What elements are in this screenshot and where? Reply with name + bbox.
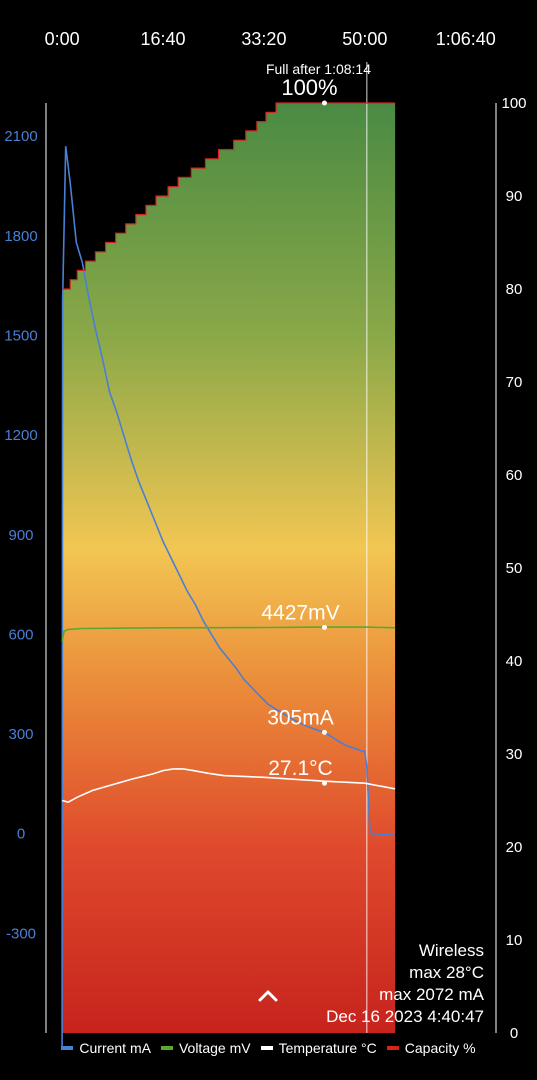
left-tick-label: 1800 <box>4 228 37 245</box>
expand-button[interactable] <box>256 984 280 1008</box>
full-note-label: Full after 1:08:14 <box>266 61 371 77</box>
left-tick-label: 2100 <box>4 128 37 145</box>
right-tick-label: 0 <box>510 1025 518 1042</box>
capacity-label: 100% <box>281 75 337 100</box>
x-tick-label: 33:20 <box>241 29 286 49</box>
callout-point <box>321 624 327 630</box>
legend-label: Capacity % <box>404 1040 476 1056</box>
callout-point <box>321 780 327 786</box>
left-tick-label: 1500 <box>4 328 37 345</box>
right-tick-label: 70 <box>506 374 523 391</box>
legend-label: Voltage mV <box>178 1040 251 1056</box>
right-tick-label: 20 <box>506 839 523 856</box>
callout-point <box>321 729 327 735</box>
legend-label: Current mA <box>79 1040 151 1056</box>
info-line: Dec 16 2023 4:40:47 <box>326 1007 484 1026</box>
legend-item: Current mA <box>61 1040 151 1056</box>
left-tick-label: -300 <box>6 925 36 942</box>
right-tick-label: 60 <box>506 467 523 484</box>
left-tick-label: 900 <box>8 527 33 544</box>
legend-swatch <box>61 1046 74 1050</box>
x-tick-label: 50:00 <box>342 29 387 49</box>
series-capacity <box>62 102 396 290</box>
left-tick-label: 0 <box>17 826 25 843</box>
left-tick-label: 600 <box>8 626 33 643</box>
info-line: max 28°C <box>409 963 484 982</box>
right-tick-label: 80 <box>506 281 523 298</box>
callout-label: 4427mV <box>261 601 339 624</box>
left-tick-label: 300 <box>8 726 33 743</box>
legend-item: Voltage mV <box>160 1040 251 1056</box>
right-tick-label: 30 <box>506 746 523 763</box>
x-tick-label: 16:40 <box>141 29 186 49</box>
capacity-area <box>62 103 396 1033</box>
right-tick-label: 90 <box>506 188 523 205</box>
callout-label: 27.1°C <box>268 757 332 780</box>
callout-label: 305mA <box>267 706 334 729</box>
legend-item: Capacity % <box>386 1040 476 1056</box>
legend-item: Temperature °C <box>260 1040 377 1056</box>
legend-swatch <box>160 1046 173 1050</box>
left-tick-label: 1200 <box>4 427 37 444</box>
capacity-point <box>321 100 327 106</box>
legend-label: Temperature °C <box>278 1040 377 1056</box>
chart-legend: Current mA Voltage mV Temperature °C Capaci… <box>0 1036 537 1060</box>
series-current-ma <box>61 146 396 1050</box>
right-tick-label: 10 <box>506 932 523 949</box>
legend-swatch <box>260 1046 273 1050</box>
info-line: Wireless <box>419 941 484 960</box>
x-tick-label: 1:06:40 <box>436 29 496 49</box>
legend-swatch <box>386 1046 399 1050</box>
chevron-up-icon <box>258 990 278 1002</box>
series-voltage-mv <box>61 626 396 642</box>
right-tick-label: 100 <box>501 95 526 112</box>
x-tick-label: 0:00 <box>45 29 80 49</box>
right-tick-label: 40 <box>506 653 523 670</box>
right-tick-label: 50 <box>506 560 523 577</box>
info-line: max 2072 mA <box>379 985 485 1004</box>
